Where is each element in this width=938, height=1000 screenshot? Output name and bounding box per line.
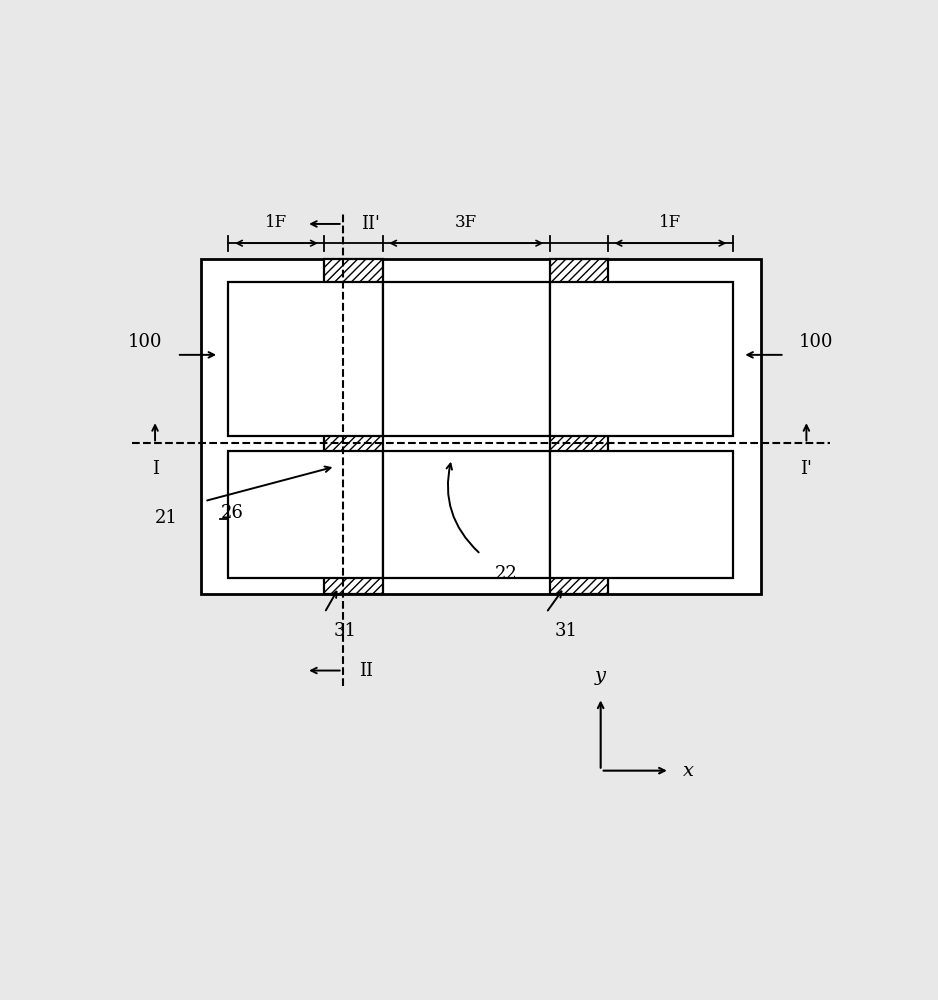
- Bar: [229, 282, 383, 436]
- Text: 100: 100: [128, 333, 162, 351]
- Text: y: y: [596, 667, 606, 685]
- Text: 31: 31: [334, 622, 356, 640]
- Text: x: x: [683, 762, 694, 780]
- Text: I': I': [800, 460, 812, 478]
- Bar: [550, 282, 733, 436]
- Text: 100: 100: [799, 333, 834, 351]
- Bar: [383, 451, 550, 578]
- Bar: [550, 259, 608, 594]
- Bar: [383, 282, 550, 436]
- Text: 1F: 1F: [659, 214, 682, 231]
- Text: II': II': [361, 215, 380, 233]
- Text: 1F: 1F: [265, 214, 288, 231]
- Bar: [229, 451, 383, 578]
- Text: 22: 22: [495, 565, 518, 583]
- Bar: [201, 259, 761, 594]
- Text: II: II: [358, 662, 372, 680]
- Bar: [550, 451, 733, 578]
- Text: 26: 26: [220, 504, 243, 522]
- Bar: [325, 259, 383, 594]
- Text: 3F: 3F: [455, 214, 477, 231]
- Text: 31: 31: [555, 622, 578, 640]
- Text: 21: 21: [156, 509, 178, 527]
- Text: I: I: [152, 460, 159, 478]
